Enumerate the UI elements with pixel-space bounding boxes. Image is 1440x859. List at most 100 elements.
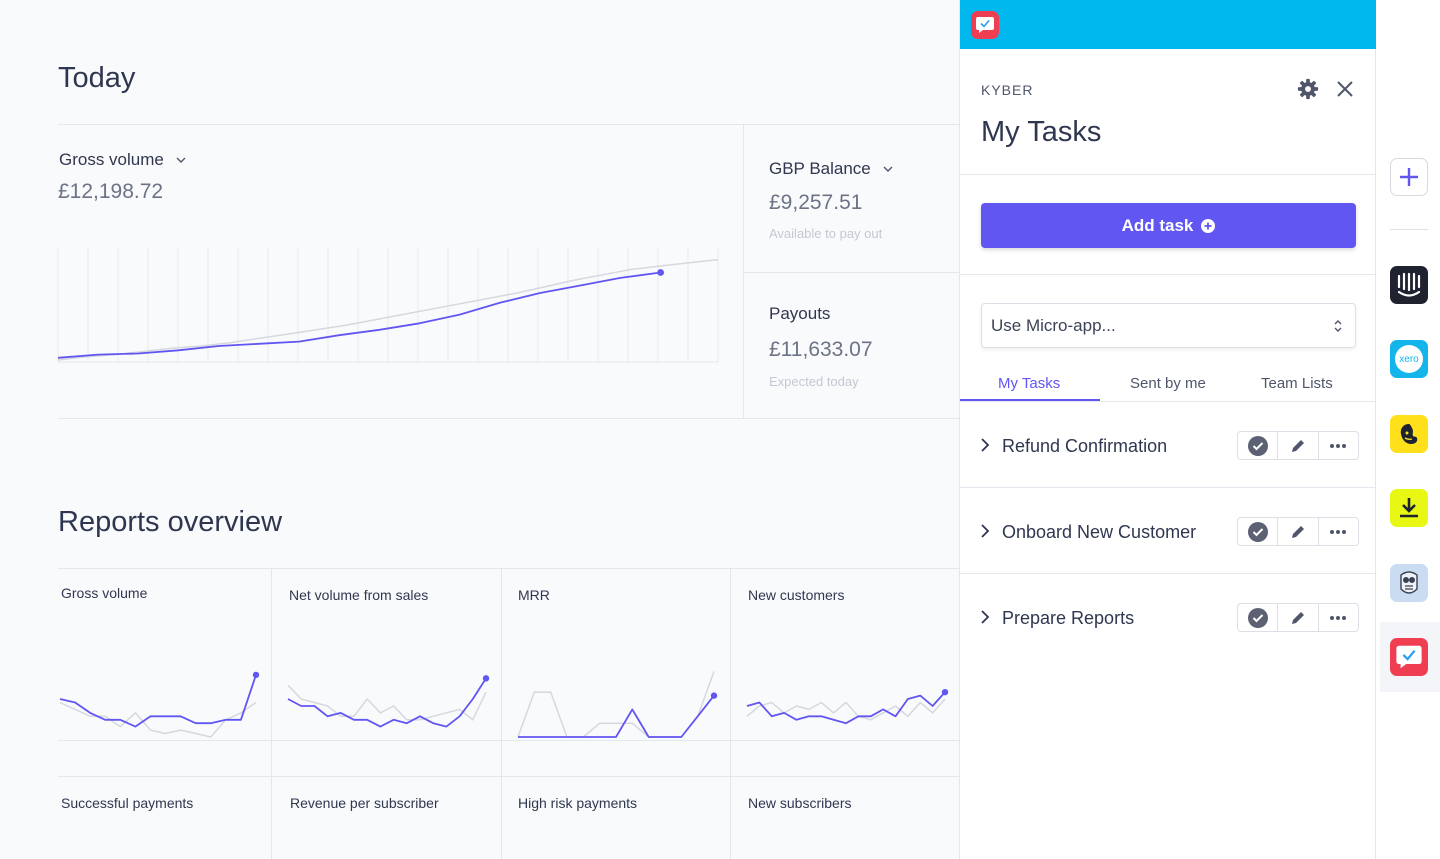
- tab-team-lists[interactable]: Team Lists: [1261, 375, 1333, 392]
- divider: [744, 272, 959, 273]
- task-actions: [1237, 517, 1359, 546]
- report-successful-payments[interactable]: Successful payments: [61, 795, 194, 811]
- kyber-app[interactable]: [1390, 638, 1428, 676]
- gross-volume-value: £12,198.72: [58, 180, 164, 203]
- download-app[interactable]: [1390, 489, 1428, 527]
- close-icon: [1337, 81, 1353, 97]
- task-name: Refund Confirmation: [1002, 436, 1168, 456]
- mailchimp-app[interactable]: [1390, 415, 1428, 453]
- more-options-button[interactable]: [1319, 518, 1358, 545]
- pencil-icon: [1291, 525, 1304, 538]
- plus-circle-icon: [1201, 218, 1216, 233]
- report-high-risk-payments[interactable]: High risk payments: [518, 795, 638, 811]
- check-circle-icon: [1247, 435, 1268, 456]
- active-tab-indicator: [960, 399, 1100, 401]
- chevron-right-icon[interactable]: [980, 437, 990, 453]
- complete-task-button[interactable]: [1238, 518, 1279, 545]
- gbp-balance-dropdown[interactable]: GBP Balance: [769, 159, 893, 179]
- tab-my-tasks[interactable]: My Tasks: [998, 375, 1061, 392]
- net-volume-sparkline: [287, 675, 490, 728]
- select-arrows-icon: [1334, 320, 1342, 332]
- divider: [271, 569, 272, 859]
- check-circle-icon: [1247, 607, 1268, 628]
- task-name: Onboard New Customer: [1002, 522, 1197, 542]
- complete-task-button[interactable]: [1238, 432, 1279, 459]
- chevron-right-icon[interactable]: [980, 609, 990, 625]
- xero-icon: xero: [1395, 345, 1423, 373]
- panel-topbar: [960, 0, 1376, 49]
- divider: [743, 125, 744, 418]
- check-circle-icon: [1247, 521, 1268, 542]
- gbp-balance-value: £9,257.51: [769, 191, 863, 214]
- current-end-point: [710, 692, 718, 699]
- task-name: Prepare Reports: [1002, 608, 1135, 628]
- divider: [960, 274, 1376, 275]
- add-app-button[interactable]: [1390, 158, 1428, 196]
- mailchimp-icon: [1400, 424, 1418, 444]
- divider: [960, 401, 1376, 402]
- kyber-logo-icon[interactable]: [971, 11, 999, 39]
- payouts-label: Payouts: [769, 304, 830, 324]
- gbp-balance-sub: Available to pay out: [769, 226, 883, 241]
- comparison-line: [746, 698, 946, 721]
- add-task-button[interactable]: Add task: [981, 203, 1356, 248]
- new-customers-sparkline: [746, 688, 949, 725]
- owl-app[interactable]: [1390, 564, 1428, 602]
- current-end-point: [252, 671, 260, 679]
- comparison-line: [59, 701, 257, 738]
- intercom-app[interactable]: [1390, 266, 1428, 304]
- report-new-customers[interactable]: New customers: [748, 587, 845, 603]
- more-options-button[interactable]: [1319, 604, 1358, 631]
- tab-sent-by-me[interactable]: Sent by me: [1130, 375, 1206, 392]
- comparison-line: [57, 258, 719, 361]
- rail-divider: [1390, 229, 1428, 230]
- micro-app-select[interactable]: Use Micro-app...: [981, 303, 1356, 348]
- comparison-line: [517, 671, 715, 738]
- add-icon: [1400, 168, 1418, 186]
- task-row[interactable]: Onboard New Customer: [960, 488, 1376, 574]
- complete-task-button[interactable]: [1238, 604, 1279, 631]
- more-options-button[interactable]: [1319, 432, 1358, 459]
- report-revenue-per-subscriber[interactable]: Revenue per subscriber: [290, 795, 439, 811]
- edit-task-button[interactable]: [1278, 432, 1319, 459]
- chevron-down-icon: [883, 166, 893, 172]
- today-line: [57, 271, 661, 359]
- close-button[interactable]: [1333, 77, 1357, 101]
- gross-volume-dropdown[interactable]: Gross volume: [59, 150, 186, 170]
- edit-task-button[interactable]: [1278, 518, 1319, 545]
- task-actions: [1237, 603, 1359, 632]
- gross-volume-sparkline: [59, 671, 260, 738]
- current-line: [746, 691, 946, 725]
- payouts-value: £11,633.07: [769, 338, 873, 361]
- kyber-icon: [1396, 645, 1422, 669]
- chevron-right-icon[interactable]: [980, 523, 990, 539]
- owl-icon: [1400, 571, 1418, 594]
- task-row[interactable]: Refund Confirmation: [960, 402, 1376, 488]
- micro-app-select-value: Use Micro-app...: [991, 315, 1116, 335]
- download-icon: [1400, 498, 1418, 518]
- today-end-point: [657, 269, 665, 276]
- current-line: [59, 674, 257, 728]
- tasks-panel: KYBER My Tasks: [959, 0, 1376, 859]
- settings-button[interactable]: [1296, 77, 1320, 101]
- more-icon: [1330, 443, 1347, 448]
- mrr-sparkline: [517, 671, 718, 738]
- current-end-point: [941, 688, 949, 696]
- panel-title: My Tasks: [981, 116, 1102, 148]
- divider: [730, 569, 731, 859]
- reports-title: Reports overview: [58, 506, 283, 538]
- divider: [58, 776, 959, 777]
- task-row[interactable]: Prepare Reports: [960, 574, 1376, 660]
- divider: [58, 124, 959, 125]
- payouts-sub: Expected today: [769, 374, 859, 389]
- divider: [58, 418, 959, 419]
- report-mrr[interactable]: MRR: [518, 587, 550, 603]
- report-new-subscribers[interactable]: New subscribers: [748, 795, 852, 811]
- report-gross-volume[interactable]: Gross volume: [61, 585, 148, 601]
- current-line: [518, 695, 715, 738]
- xero-app[interactable]: xero: [1390, 340, 1428, 378]
- more-icon: [1330, 615, 1347, 620]
- report-net-volume[interactable]: Net volume from sales: [289, 587, 429, 603]
- edit-task-button[interactable]: [1278, 604, 1319, 631]
